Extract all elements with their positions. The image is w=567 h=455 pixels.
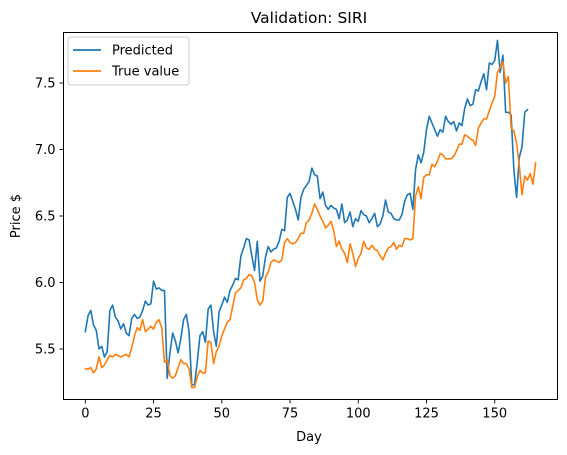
x-tick-label: 100 <box>346 407 371 422</box>
series-group <box>84 39 537 389</box>
x-tick-label: 125 <box>414 407 439 422</box>
series-line-0 <box>84 39 529 386</box>
y-tick-label: 7.5 <box>35 77 56 92</box>
y-axis-label: Price $ <box>9 194 24 238</box>
y-tick-label: 5.5 <box>35 342 56 357</box>
x-tick-label: 50 <box>214 407 231 422</box>
legend: Predicted True value <box>67 36 190 86</box>
legend-label-1: True value <box>111 65 179 80</box>
y-tick-label: 6.0 <box>35 276 56 291</box>
x-axis: 0 25 50 75 100 125 150 <box>81 399 507 422</box>
legend-box <box>67 36 190 86</box>
x-axis-label: Day <box>296 430 322 445</box>
x-tick-label: 0 <box>81 407 89 422</box>
y-axis: 5.5 6.0 6.5 7.0 7.5 <box>35 77 64 357</box>
x-tick-label: 75 <box>282 407 299 422</box>
plot-area <box>63 32 558 400</box>
x-tick-label: 25 <box>145 407 162 422</box>
series-line-1 <box>84 60 537 389</box>
x-tick-label: 150 <box>482 407 507 422</box>
legend-label-0: Predicted <box>112 44 173 59</box>
y-tick-label: 7.0 <box>35 143 56 158</box>
y-tick-label: 6.5 <box>35 210 56 225</box>
chart-title: Validation: SIRI <box>251 9 367 27</box>
